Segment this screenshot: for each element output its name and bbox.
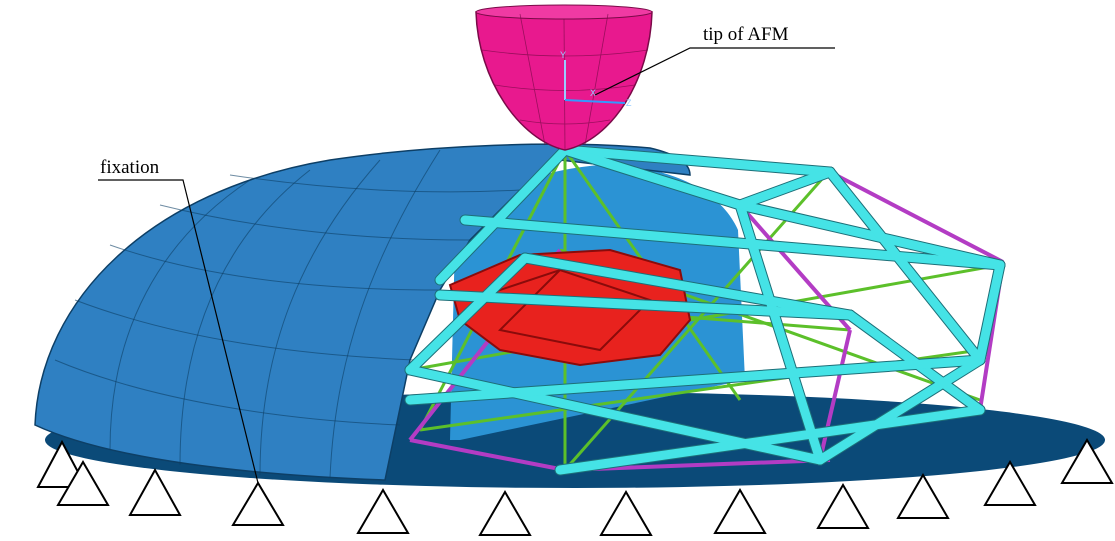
tip-label: tip of AFM	[703, 24, 789, 45]
fixation-label: fixation	[100, 157, 160, 178]
fem-model-diagram: Y X Z tip of AFM fixation	[0, 0, 1115, 541]
axis-y-label: Y	[560, 50, 566, 60]
axis-x-label: X	[590, 88, 596, 98]
afm-tip-top	[476, 5, 652, 19]
axis-z-label: Z	[626, 98, 632, 108]
